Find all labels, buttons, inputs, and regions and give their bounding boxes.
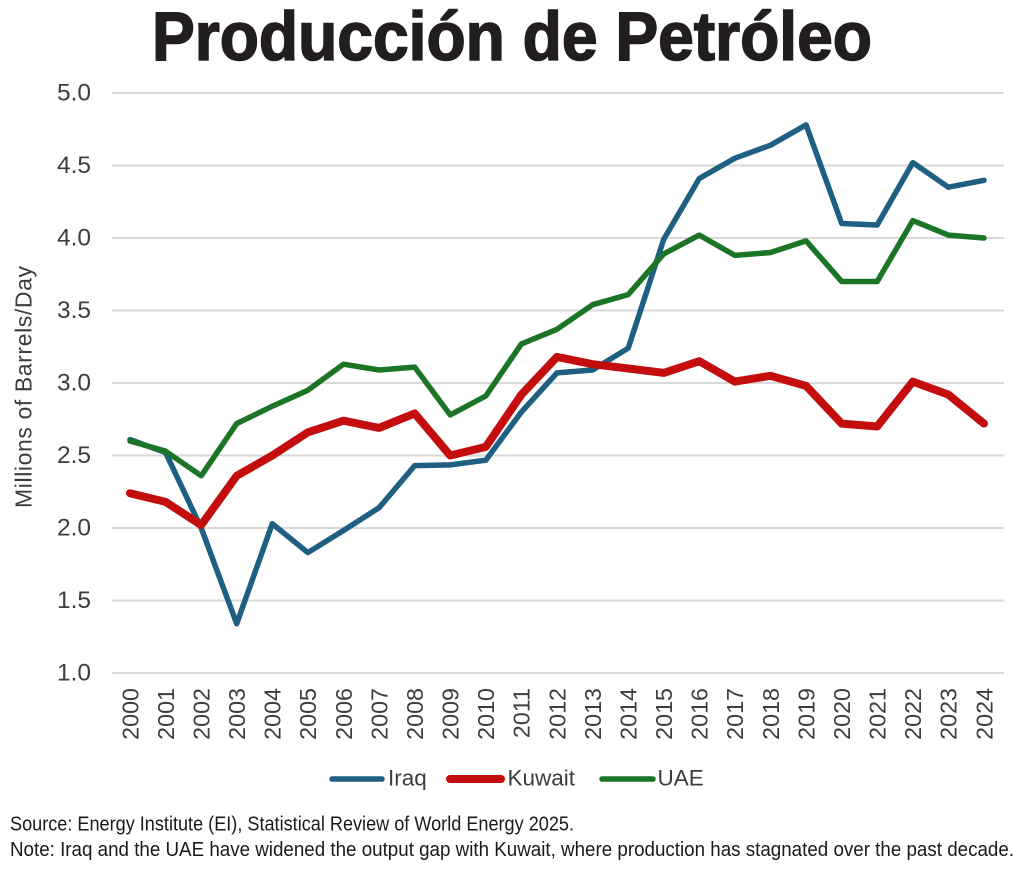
svg-text:2.0: 2.0	[57, 515, 91, 542]
svg-text:2015: 2015	[651, 688, 677, 740]
svg-text:2005: 2005	[295, 688, 321, 740]
svg-text:2000: 2000	[117, 688, 143, 740]
svg-text:2001: 2001	[153, 688, 179, 740]
svg-text:2006: 2006	[331, 688, 357, 740]
svg-text:2004: 2004	[260, 688, 286, 740]
svg-text:2003: 2003	[224, 688, 250, 740]
svg-text:2008: 2008	[402, 688, 428, 740]
svg-text:Note: Iraq and the UAE have wi: Note: Iraq and the UAE have widened the …	[10, 839, 1014, 861]
svg-text:Iraq: Iraq	[388, 765, 427, 790]
svg-text:2021: 2021	[865, 688, 891, 740]
svg-text:2011: 2011	[509, 688, 535, 738]
svg-text:Millions of Barrels/Day: Millions of Barrels/Day	[11, 266, 37, 509]
svg-text:2002: 2002	[189, 688, 215, 740]
svg-text:3.0: 3.0	[57, 370, 91, 397]
svg-text:2014: 2014	[616, 688, 642, 740]
svg-text:2016: 2016	[687, 688, 713, 740]
svg-text:4.5: 4.5	[57, 152, 91, 179]
svg-text:1.0: 1.0	[57, 660, 91, 687]
svg-text:Producción de Petróleo: Producción de Petróleo	[152, 0, 872, 75]
svg-text:3.5: 3.5	[57, 297, 91, 324]
svg-text:5.0: 5.0	[57, 80, 91, 107]
svg-text:2012: 2012	[544, 688, 570, 740]
svg-text:2013: 2013	[580, 688, 606, 740]
svg-text:2009: 2009	[438, 688, 464, 740]
svg-text:Kuwait: Kuwait	[508, 765, 576, 790]
svg-text:2022: 2022	[900, 688, 926, 740]
svg-text:2010: 2010	[473, 688, 499, 740]
svg-text:2019: 2019	[793, 688, 819, 740]
svg-text:2017: 2017	[722, 688, 748, 740]
svg-text:UAE: UAE	[658, 765, 704, 790]
svg-text:2007: 2007	[366, 688, 392, 740]
svg-text:2024: 2024	[971, 688, 997, 740]
svg-text:2.5: 2.5	[57, 442, 91, 469]
svg-text:4.0: 4.0	[57, 225, 91, 252]
svg-text:2018: 2018	[758, 688, 784, 740]
svg-text:2020: 2020	[829, 688, 855, 740]
svg-text:2023: 2023	[936, 688, 962, 740]
svg-text:Source: Energy Institute (EI),: Source: Energy Institute (EI), Statistic…	[10, 814, 574, 836]
svg-text:1.5: 1.5	[57, 587, 91, 614]
